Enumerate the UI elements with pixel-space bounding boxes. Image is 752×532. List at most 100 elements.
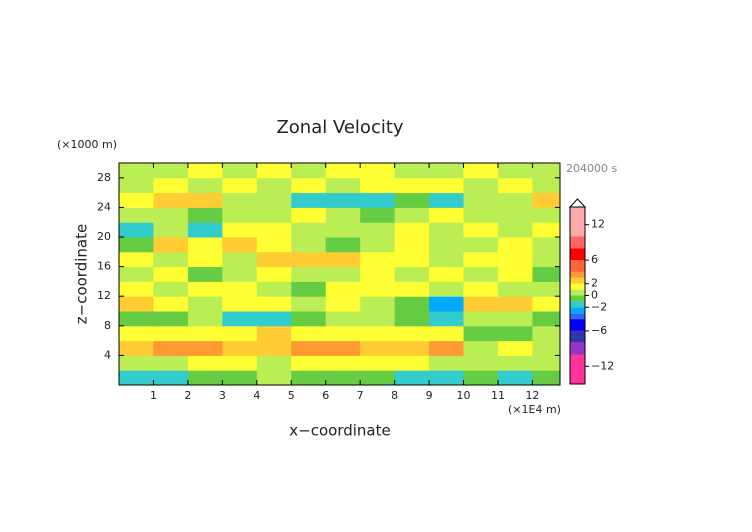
cell — [119, 311, 154, 327]
y-tick-label: 16 — [97, 260, 111, 273]
cell — [532, 340, 560, 356]
cell — [429, 222, 465, 238]
cell — [187, 311, 223, 327]
cell — [187, 296, 223, 312]
x-tick-label: 4 — [253, 389, 260, 402]
colorbar-band — [570, 289, 585, 296]
cell — [325, 266, 361, 282]
cell — [256, 177, 292, 194]
cell — [187, 177, 223, 194]
colorbar-band — [570, 354, 585, 384]
cell — [119, 251, 154, 268]
colorbar-band — [570, 207, 585, 237]
cell — [463, 207, 499, 223]
cell — [222, 237, 258, 253]
cell — [394, 207, 430, 223]
cell — [153, 251, 189, 268]
cell — [119, 207, 154, 223]
cell — [119, 266, 154, 282]
cell — [256, 296, 292, 312]
colorbar-band — [570, 313, 585, 320]
cell — [429, 177, 465, 194]
cell — [532, 296, 560, 312]
cell — [291, 340, 327, 356]
cell — [360, 237, 396, 253]
cell — [360, 222, 396, 238]
colorbar-tick-label: 12 — [591, 218, 605, 231]
cell — [256, 163, 292, 179]
cell — [325, 311, 361, 327]
cell — [497, 266, 533, 282]
cell — [325, 370, 361, 385]
cell — [325, 281, 361, 297]
cell — [463, 192, 499, 208]
cell — [325, 192, 361, 208]
cell — [532, 222, 560, 238]
x-tick-label: 12 — [525, 389, 539, 402]
cell — [394, 163, 430, 179]
cell — [463, 222, 499, 238]
cell — [222, 266, 258, 282]
cell — [532, 355, 560, 371]
cell — [429, 370, 465, 385]
x-tick-label: 6 — [322, 389, 329, 402]
cell — [325, 177, 361, 194]
cell — [119, 192, 154, 208]
cell — [119, 325, 154, 342]
cell — [360, 177, 396, 194]
cell — [360, 340, 396, 356]
cell — [119, 222, 154, 238]
cell — [532, 192, 560, 208]
cell — [153, 177, 189, 194]
cell — [497, 296, 533, 312]
cell — [497, 177, 533, 194]
cell — [187, 281, 223, 297]
cell — [463, 281, 499, 297]
cell — [119, 177, 154, 194]
y-axis-label: z−coordinate — [73, 224, 91, 324]
cell — [463, 177, 499, 194]
cell — [119, 237, 154, 253]
y-tick-label: 8 — [104, 319, 111, 332]
cell — [119, 281, 154, 297]
chart-title: Zonal Velocity — [276, 117, 403, 138]
cell — [153, 311, 189, 327]
cell — [153, 281, 189, 297]
cell — [187, 192, 223, 208]
cell — [463, 296, 499, 312]
cell — [256, 281, 292, 297]
cell — [153, 163, 189, 179]
cell — [325, 340, 361, 356]
y-tick-label: 24 — [97, 200, 111, 213]
cell — [291, 177, 327, 194]
cell — [291, 296, 327, 312]
colorbar-band — [570, 301, 585, 308]
cell — [360, 192, 396, 208]
y-tick-label: 28 — [97, 171, 111, 184]
cell — [532, 311, 560, 327]
cell — [429, 281, 465, 297]
colorbar-tick-label: −12 — [591, 359, 614, 372]
cell — [429, 325, 465, 342]
cell — [463, 163, 499, 179]
cell — [394, 266, 430, 282]
cell — [394, 237, 430, 253]
colorbar-band — [570, 319, 585, 331]
cell — [187, 355, 223, 371]
cell — [222, 192, 258, 208]
cell — [222, 296, 258, 312]
cell — [394, 251, 430, 268]
cell — [187, 325, 223, 342]
cell — [497, 207, 533, 223]
cell — [222, 177, 258, 194]
cell — [153, 296, 189, 312]
cell — [256, 222, 292, 238]
cell — [256, 370, 292, 385]
cell — [187, 163, 223, 179]
cell — [429, 192, 465, 208]
cell — [187, 266, 223, 282]
cell — [360, 281, 396, 297]
cell — [429, 207, 465, 223]
cell — [222, 340, 258, 356]
cell — [119, 296, 154, 312]
